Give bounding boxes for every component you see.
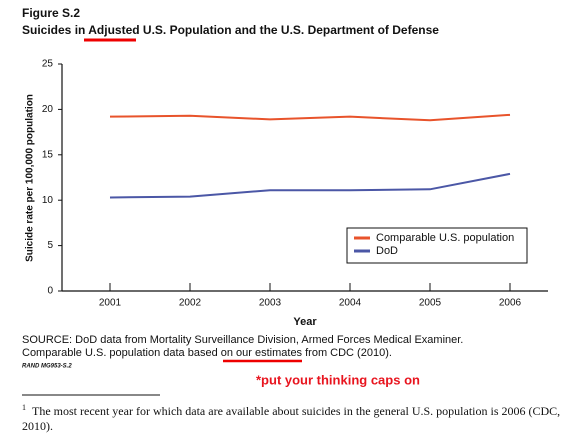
line-series — [109, 113, 511, 122]
report-id: RAND MG953-S.2 — [22, 364, 72, 370]
legend — [346, 227, 528, 264]
y-axis-label: Suicide rate per 100,000 population — [25, 94, 36, 262]
annotation: *put your thinking caps on — [256, 372, 420, 387]
x-tick-label: 2005 — [419, 298, 442, 309]
line-series — [109, 172, 511, 199]
x-tick-label: 2002 — [179, 298, 202, 309]
x-tick-label: 2004 — [339, 298, 362, 309]
y-tick-label: 10 — [42, 195, 54, 206]
y-tick-label: 25 — [42, 59, 54, 70]
x-tick-label: 2001 — [99, 298, 122, 309]
x-tick-label: 2006 — [499, 298, 522, 309]
source-line: Comparable U.S. population data based on… — [22, 347, 392, 359]
y-tick-label: 15 — [42, 149, 54, 160]
footnote: 1 The most recent year for which data are… — [22, 400, 567, 434]
chart-title: Suicides in Adjusted U.S. Population and… — [22, 23, 439, 37]
legend-label: DoD — [376, 245, 398, 257]
source-line: SOURCE: DoD data from Mortality Surveill… — [22, 334, 463, 346]
y-tick-label: 20 — [42, 104, 54, 115]
footnote-text: The most recent year for which data are … — [22, 404, 561, 433]
y-tick-label: 5 — [47, 240, 53, 251]
x-axis-label: Year — [293, 316, 317, 328]
legend-label: Comparable U.S. population — [376, 232, 514, 244]
x-tick-label: 2003 — [259, 298, 282, 309]
figure-label: Figure S.2 — [22, 6, 80, 20]
footnote-marker: 1 — [22, 403, 26, 412]
y-tick-label: 0 — [47, 286, 53, 297]
